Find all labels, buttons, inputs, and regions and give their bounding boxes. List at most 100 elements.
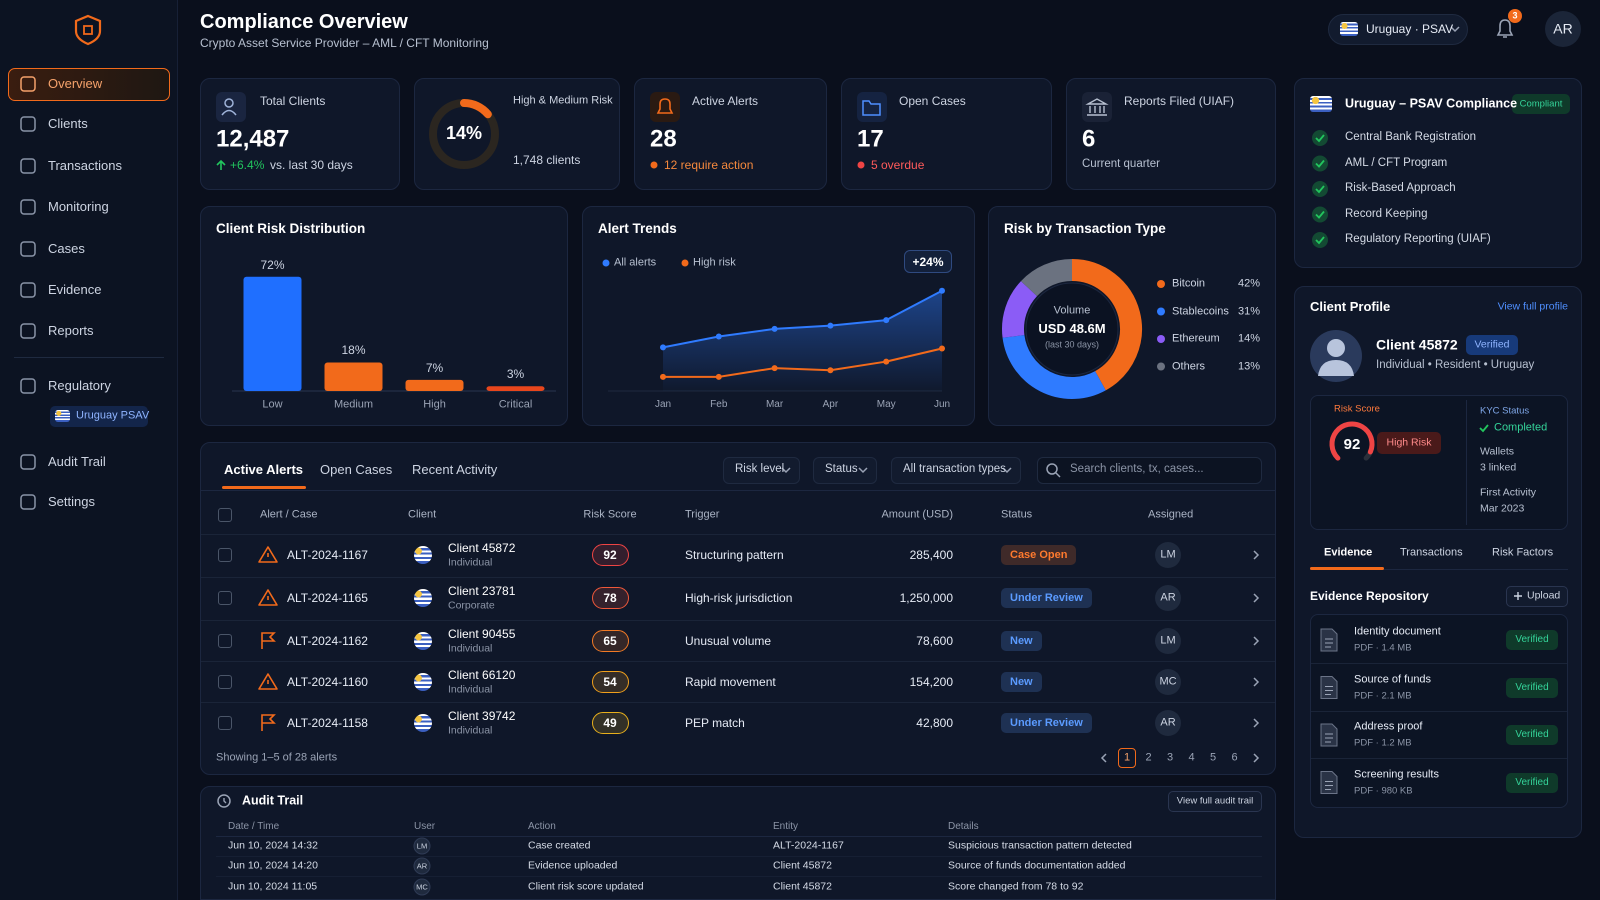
nav-icon [20, 241, 36, 257]
amount: 1,250,000 [899, 590, 953, 605]
audit-column: Entity [773, 821, 799, 832]
nav-item[interactable]: Settings [48, 494, 95, 510]
table-tab[interactable]: Recent Activity [412, 462, 498, 478]
donut-segment [1002, 334, 1106, 399]
status-badge: New [1001, 672, 1042, 692]
trigger: High-risk jurisdiction [685, 590, 793, 605]
page-number[interactable]: 5 [1209, 751, 1217, 764]
document-lines [1325, 638, 1333, 648]
kpi-card [414, 78, 620, 190]
table-card [200, 442, 1276, 775]
checkbox[interactable] [218, 548, 232, 562]
chevron-icon [1450, 26, 1460, 33]
page-number[interactable]: 1 [1123, 751, 1131, 764]
profile-tab[interactable]: Risk Factors [1492, 546, 1554, 559]
document-status: Verified [1515, 681, 1549, 693]
annotation: +24% [912, 254, 944, 269]
audit-user: LM [416, 841, 428, 851]
document-lines [1325, 733, 1333, 743]
jurisdiction-badge[interactable] [50, 406, 148, 427]
legend-dot [1157, 280, 1165, 288]
row-separator [201, 577, 1275, 578]
legend-value: 14% [1237, 332, 1260, 345]
chevron-icon [1253, 593, 1260, 603]
audit-time: Jun 10, 2024 14:20 [228, 859, 318, 872]
risk-score-badge [592, 671, 629, 693]
row-separator [201, 534, 1275, 535]
check-icon [1315, 236, 1325, 245]
bar [486, 386, 545, 391]
profile-tab-underline [1310, 567, 1384, 570]
checkbox[interactable] [218, 634, 232, 648]
checkbox[interactable] [218, 716, 232, 730]
compliance-item: AML / CFT Program [1345, 156, 1448, 169]
nav-icon [20, 494, 36, 510]
compliance-item: Record Keeping [1345, 207, 1428, 220]
column-header: Alert / Case [260, 508, 318, 521]
profile-tab[interactable]: Transactions [1400, 546, 1463, 559]
chart-title: Risk by Transaction Type [1004, 220, 1166, 236]
nav-item[interactable]: Clients [48, 116, 88, 132]
nav-item[interactable]: Monitoring [48, 199, 109, 215]
page-number[interactable]: 4 [1188, 751, 1195, 764]
document-status-badge [1506, 725, 1558, 745]
chevron-icon [1253, 677, 1260, 687]
x-tick-label: High [423, 398, 446, 411]
nav-section[interactable]: Regulatory [48, 378, 111, 394]
compliance-item: Risk-Based Approach [1345, 182, 1456, 195]
checkbox[interactable] [218, 675, 232, 689]
table-footer: Showing 1–5 of 28 alerts [216, 751, 338, 764]
kpi-note: 12 require action [664, 157, 754, 172]
document-status: Verified [1515, 729, 1549, 740]
checkbox[interactable] [218, 508, 232, 522]
check-circle [1312, 206, 1328, 223]
client-type: Individual [448, 642, 493, 655]
client-avatar-head [1327, 339, 1345, 357]
page-number[interactable]: 2 [1145, 751, 1152, 764]
kpi-icon [862, 100, 881, 116]
page-number[interactable]: 6 [1231, 751, 1238, 764]
document-status: Verified [1515, 776, 1549, 788]
client-name: Client 90455 [448, 626, 516, 641]
audit-time: Jun 10, 2024 11:05 [228, 880, 318, 893]
compliance-item: Central Bank Registration [1345, 131, 1477, 144]
page-number[interactable]: 3 [1166, 751, 1174, 764]
filter-dropdown[interactable] [891, 457, 1021, 484]
audit-action: Client risk score updated [528, 880, 644, 893]
alert-id: ALT-2024-1165 [287, 590, 368, 605]
search-box[interactable] [1037, 457, 1262, 484]
nav-item[interactable]: Cases [48, 241, 85, 257]
checkbox[interactable] [218, 591, 232, 605]
nav-item[interactable]: Audit Trail [48, 454, 106, 470]
x-tick-label: May [876, 399, 896, 410]
filter-label: Risk level [735, 463, 785, 476]
donut-center-note: (last 30 days) [1044, 339, 1100, 350]
nav-item[interactable]: Reports [48, 323, 94, 339]
filter-dropdown[interactable] [813, 457, 877, 484]
nav-item[interactable]: Transactions [48, 158, 122, 174]
risk-score: 54 [603, 674, 617, 689]
user-avatar[interactable] [1545, 11, 1581, 47]
table-tab[interactable]: Open Cases [320, 462, 393, 478]
bar [243, 276, 302, 391]
profile-tab[interactable]: Evidence [1324, 546, 1373, 559]
table-tab[interactable]: Active Alerts [224, 462, 303, 478]
logo [74, 14, 102, 46]
bar-value-label: 18% [341, 343, 366, 358]
status-dot [650, 161, 658, 169]
chevron-icon [1253, 550, 1260, 560]
legend-label: High risk [693, 256, 736, 269]
nav-item[interactable]: Overview [48, 76, 103, 92]
profile-link[interactable]: View full profile [1497, 300, 1568, 313]
audit-card [200, 786, 1276, 900]
upload-button[interactable] [1506, 586, 1568, 607]
page-subtitle: Crypto Asset Service Provider – AML / CF… [200, 35, 489, 50]
audit-button[interactable] [1168, 791, 1262, 812]
nav-item[interactable]: Evidence [48, 282, 102, 298]
audit-details: Suspicious transaction pattern detected [948, 839, 1132, 852]
kpi-label: Open Cases [899, 93, 966, 108]
client-meta: Individual • Resident • Uruguay [1376, 359, 1535, 372]
document-icon [1320, 628, 1338, 652]
legend-dot [1157, 335, 1165, 343]
compliance-item: Regulatory Reporting (UIAF) [1345, 233, 1491, 246]
